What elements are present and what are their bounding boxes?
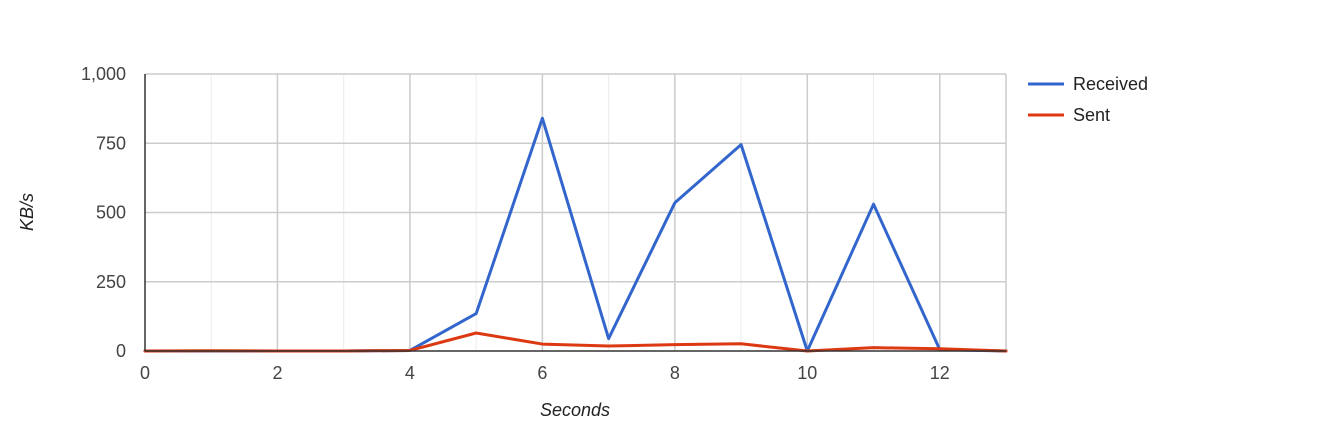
y-tick-label: 250 (96, 272, 126, 292)
x-tick-label: 12 (930, 363, 950, 383)
x-tick-label: 10 (797, 363, 817, 383)
x-tick-label: 2 (272, 363, 282, 383)
y-tick-label: 1,000 (81, 64, 126, 84)
legend-item-sent: Sent (1028, 105, 1110, 125)
x-tick-label: 0 (140, 363, 150, 383)
x-axis-title: Seconds (540, 400, 610, 420)
y-axis-title: KB/s (17, 193, 37, 231)
legend: Received Sent (1028, 74, 1148, 125)
x-axis-tick-labels: 0 2 4 6 8 10 12 (140, 363, 950, 383)
legend-item-received: Received (1028, 74, 1148, 94)
legend-label: Sent (1073, 105, 1110, 125)
y-tick-label: 0 (116, 341, 126, 361)
legend-label: Received (1073, 74, 1148, 94)
y-tick-label: 500 (96, 203, 126, 223)
y-tick-label: 750 (96, 133, 126, 153)
x-tick-label: 6 (537, 363, 547, 383)
x-tick-label: 4 (405, 363, 415, 383)
grid-lines (145, 73, 1007, 351)
x-tick-label: 8 (670, 363, 680, 383)
y-axis-tick-labels: 0 250 500 750 1,000 (81, 64, 126, 361)
